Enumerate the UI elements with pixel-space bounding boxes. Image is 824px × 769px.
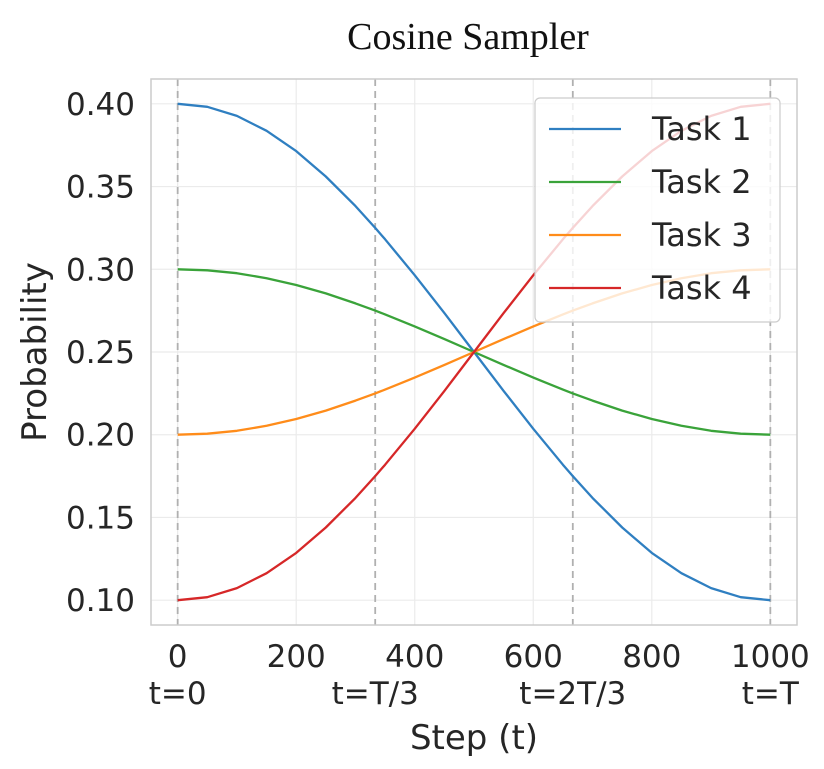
y-tick-label: 0.35 — [66, 170, 135, 206]
x-tick-label: 400 — [385, 639, 444, 675]
y-tick-labels: 0.10 0.15 0.20 0.25 0.30 0.35 0.40 — [66, 87, 135, 619]
y-tick-label: 0.40 — [66, 87, 135, 123]
chart-title: Cosine Sampler — [347, 16, 589, 58]
legend-box — [534, 97, 781, 323]
x-tick-label: 600 — [504, 639, 563, 675]
phase-marker-label: t=0 — [149, 676, 207, 712]
x-tick-label: 200 — [267, 639, 326, 675]
y-tick-label: 0.20 — [66, 418, 135, 454]
legend-label: Task 2 — [651, 163, 752, 201]
y-tick-label: 0.10 — [66, 583, 135, 619]
y-axis-label: Probability — [15, 262, 55, 442]
legend-items: Task 1 Task 2 Task 3 Task 4 — [549, 110, 752, 307]
phase-marker-labels: t=0 t=T/3 t=2T/3 t=T — [149, 676, 800, 712]
y-tick-label: 0.15 — [66, 500, 135, 536]
legend-label: Task 1 — [651, 110, 752, 148]
plot-area-frame — [150, 78, 798, 626]
legend-label: Task 4 — [651, 269, 752, 307]
x-axis-label: Step (t) — [410, 718, 538, 758]
y-tick-label: 0.25 — [66, 335, 135, 371]
x-tick-label: 800 — [622, 639, 681, 675]
x-tick-label: 1000 — [731, 639, 810, 675]
legend-label: Task 3 — [651, 216, 752, 254]
x-tick-label: 0 — [168, 639, 188, 675]
phase-marker-label: t=2T/3 — [519, 676, 626, 712]
phase-marker-label: t=T — [742, 676, 800, 712]
x-tick-labels: 0 200 400 600 800 1000 — [168, 639, 810, 675]
legend: Task 1 Task 2 Task 3 Task 4 — [534, 97, 781, 323]
y-tick-label: 0.30 — [66, 252, 135, 288]
phase-marker-label: t=T/3 — [332, 676, 419, 712]
